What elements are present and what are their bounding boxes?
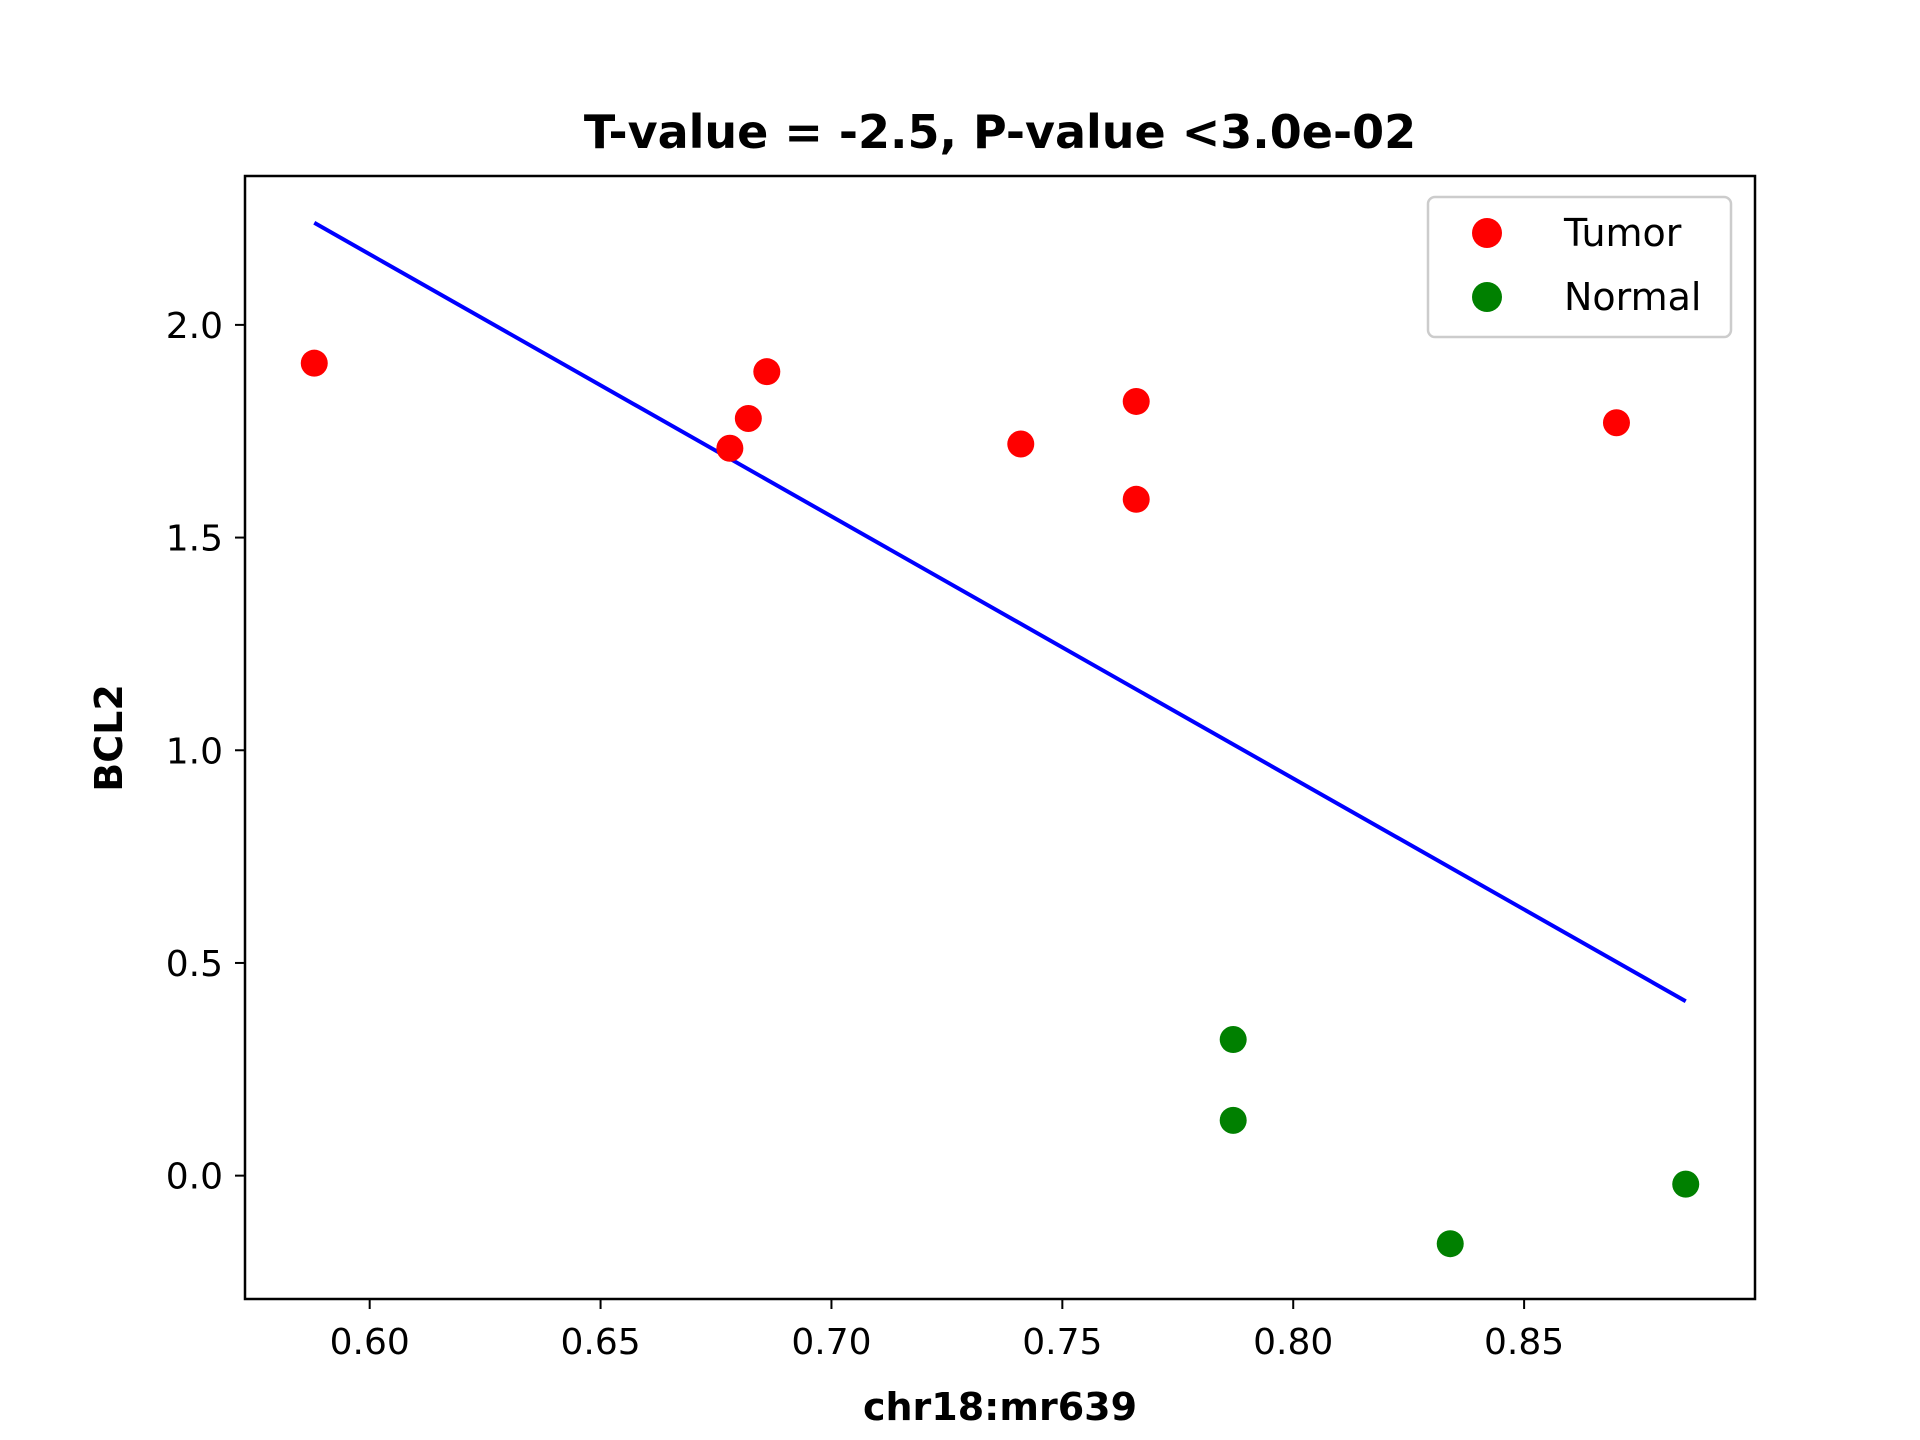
regression-line — [313, 221, 1687, 1003]
data-point-normal-0 — [1219, 1026, 1247, 1054]
legend-label-tumor: Tumor — [1563, 211, 1682, 255]
x-tick-label: 0.60 — [330, 1322, 410, 1363]
data-point-tumor-5 — [1122, 387, 1150, 415]
data-point-normal-1 — [1219, 1106, 1247, 1134]
data-point-tumor-7 — [1602, 409, 1630, 437]
data-point-tumor-4 — [1007, 430, 1035, 458]
y-tick-label: 0.0 — [166, 1157, 223, 1198]
data-point-normal-3 — [1672, 1170, 1700, 1198]
data-point-tumor-3 — [753, 358, 781, 386]
legend-box — [1426, 195, 1733, 339]
y-axis-ticks: 0.0 0.5 1.0 1.5 2.0 — [166, 306, 245, 1198]
x-tick-label: 0.85 — [1484, 1322, 1564, 1363]
data-point-tumor-6 — [1122, 485, 1150, 513]
fit-line-layer — [313, 221, 1687, 1003]
x-tick-label: 0.75 — [1022, 1322, 1102, 1363]
data-point-tumor-0 — [300, 349, 328, 377]
x-axis-ticks: 0.60 0.65 0.70 0.75 0.80 0.85 — [330, 1299, 1564, 1363]
x-tick-label: 0.70 — [791, 1322, 871, 1363]
chart-title: T-value = -2.5, P-value <3.0e-02 — [584, 105, 1416, 159]
data-point-tumor-2 — [734, 404, 762, 432]
legend-marker-normal — [1472, 282, 1502, 312]
y-tick-label: 0.5 — [166, 944, 223, 985]
x-tick-label: 0.65 — [560, 1322, 640, 1363]
legend-marker-tumor — [1472, 218, 1502, 248]
y-tick-label: 1.5 — [166, 519, 223, 560]
legend: Tumor Normal — [1426, 195, 1733, 339]
legend-label-normal: Normal — [1564, 275, 1702, 319]
plot-area-frame — [243, 174, 1757, 1301]
y-tick-label: 2.0 — [166, 306, 223, 347]
y-tick-label: 1.0 — [166, 731, 223, 772]
data-points-layer — [300, 349, 1700, 1258]
data-point-tumor-1 — [716, 434, 744, 462]
y-axis-label: BCL2 — [87, 684, 131, 792]
data-point-normal-2 — [1436, 1230, 1464, 1258]
x-tick-label: 0.80 — [1253, 1322, 1333, 1363]
x-axis-label: chr18:mr639 — [863, 1385, 1137, 1429]
